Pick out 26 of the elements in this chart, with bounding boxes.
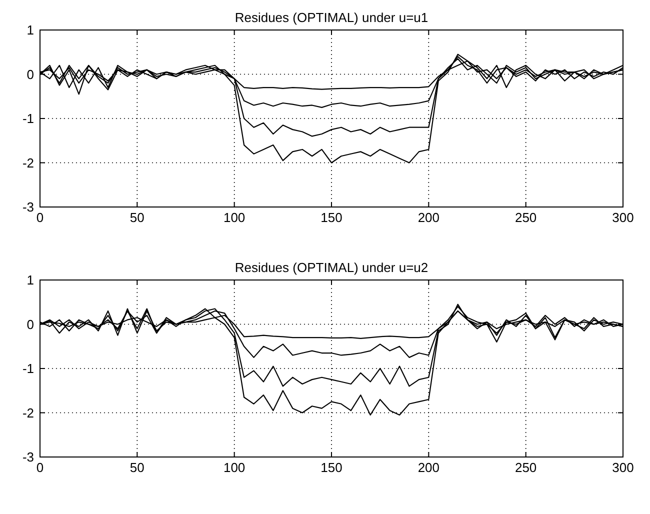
x-tick-label: 300 [612, 210, 634, 225]
x-tick-label: 200 [418, 210, 440, 225]
x-tick-label: 200 [418, 460, 440, 475]
y-tick-label: -2 [22, 155, 34, 170]
x-tick-label: 0 [36, 210, 44, 225]
x-tick-label: 150 [320, 210, 342, 225]
y-tick-label: 1 [26, 272, 34, 288]
x-tick-label: 0 [36, 460, 44, 475]
y-tick-label: -3 [22, 450, 34, 464]
x-tick-label: 100 [223, 460, 246, 475]
x-tick-label: 50 [130, 210, 144, 225]
chart-title: Residues (OPTIMAL) under u=u2 [234, 260, 428, 275]
x-tick-label: 150 [320, 460, 342, 475]
y-tick-label: 0 [26, 66, 34, 82]
y-tick-label: 0 [26, 316, 34, 332]
y-tick-label: -1 [22, 361, 34, 376]
x-tick-label: 250 [514, 210, 537, 225]
y-tick-label: -3 [22, 200, 34, 214]
y-tick-label: 1 [26, 22, 34, 38]
y-tick-label: -2 [22, 405, 34, 420]
x-tick-label: 50 [130, 460, 144, 475]
x-tick-label: 250 [514, 460, 537, 475]
x-tick-label: 100 [223, 210, 246, 225]
chart-title: Residues (OPTIMAL) under u=u1 [234, 10, 428, 25]
y-tick-label: -1 [22, 111, 34, 126]
x-tick-label: 300 [612, 460, 634, 475]
